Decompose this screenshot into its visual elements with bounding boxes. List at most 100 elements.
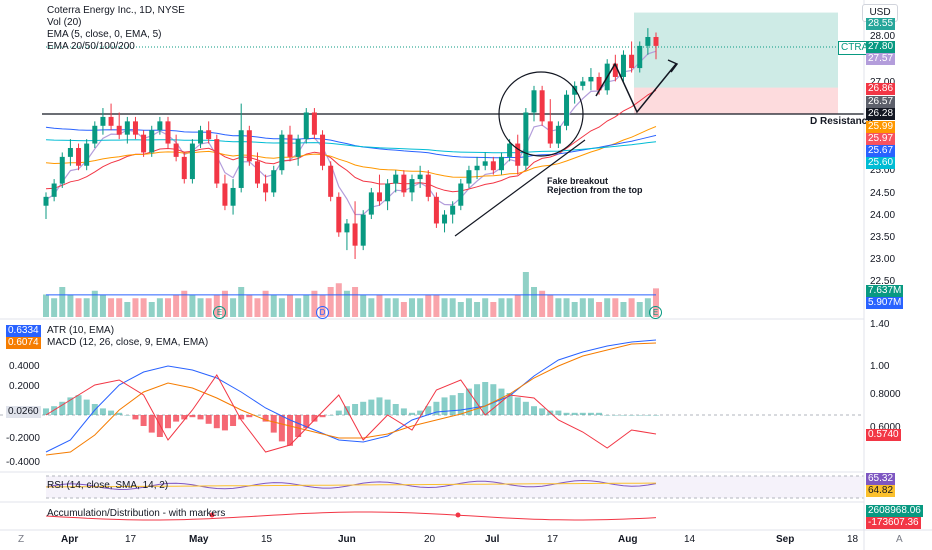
volume-bar — [425, 294, 432, 317]
macd-histogram-bar — [360, 401, 367, 415]
volume-bar — [571, 302, 578, 317]
candle-body — [206, 130, 212, 140]
volume-bar — [644, 298, 651, 317]
ema5-legend[interactable]: EMA (5, close, 0, EMA, 5) — [47, 29, 162, 40]
ad-marker — [455, 512, 461, 518]
volume-bar — [482, 298, 489, 317]
macd-histogram-bar — [596, 412, 603, 415]
candle-body — [474, 165, 480, 171]
candle-body — [246, 130, 252, 162]
candle-body — [43, 196, 49, 206]
ad-neg-tag: -173607.36 — [866, 517, 921, 529]
symbol-legend[interactable]: Coterra Energy Inc., 1D, NYSE — [47, 5, 185, 16]
price-axis-label: 23.00 — [870, 254, 896, 265]
rsi-band — [46, 476, 864, 498]
candle-body — [165, 121, 171, 144]
macd-histogram-bar — [311, 415, 318, 422]
macd-histogram-bar — [148, 415, 155, 433]
candle-body — [100, 116, 106, 126]
candle-body — [230, 187, 236, 206]
macd-histogram-bar — [230, 415, 237, 426]
volume-bar — [352, 287, 359, 317]
auto-scale-button[interactable]: A — [896, 534, 903, 545]
volume-bar — [303, 294, 310, 317]
macd-histogram-bar — [490, 384, 497, 415]
resistance-note[interactable]: D Resistance — [810, 116, 873, 127]
time-axis-label: 15 — [261, 534, 273, 545]
macd-histogram-bar — [653, 415, 659, 416]
rejection-note[interactable]: Rejection from the top — [547, 185, 643, 195]
macd-histogram-bar — [465, 388, 472, 415]
macd-histogram-bar — [644, 415, 651, 416]
long-position-box[interactable] — [46, 12, 838, 114]
volume-bar — [433, 294, 440, 317]
volume-bar — [116, 298, 123, 317]
macd-histogram-bar — [165, 415, 171, 429]
rsi-tag: 65.32 — [866, 473, 896, 485]
volume-bar — [278, 298, 285, 317]
rsi-legend[interactable]: RSI (14, close, SMA, 14, 2) — [47, 480, 169, 491]
macd-histogram-bar — [579, 412, 586, 415]
macd-histogram-bar — [604, 415, 611, 416]
candle-body — [108, 116, 114, 126]
macd-histogram-bar — [539, 408, 546, 415]
volume-bar — [173, 294, 180, 317]
volume-bar — [539, 290, 546, 317]
dividend-marker[interactable]: D — [316, 306, 329, 319]
price-axis-label: 25.00 — [870, 165, 896, 176]
projection-arrow — [667, 59, 679, 73]
candle-body — [51, 183, 57, 197]
candle-body — [515, 143, 521, 166]
macd-histogram-bar — [99, 408, 106, 415]
candle-body — [303, 112, 309, 140]
candle-body — [157, 121, 163, 131]
candle-body — [59, 156, 65, 184]
vol-legend[interactable]: Vol (20) — [47, 17, 82, 28]
atr-axis-label: 1.40 — [870, 319, 890, 330]
volume-bar — [132, 298, 139, 317]
macd-histogram-bar — [221, 415, 228, 431]
macd-histogram-bar — [376, 397, 383, 415]
earnings-marker[interactable]: E — [213, 306, 226, 319]
price-axis-label: 27.00 — [870, 77, 895, 89]
ema50-line — [45, 126, 657, 178]
macd-histogram-bar — [392, 404, 399, 415]
candle-body — [409, 179, 415, 193]
candle-body — [612, 63, 618, 77]
candle-body — [645, 37, 651, 46]
volume-bar — [335, 283, 342, 317]
volume-bar — [238, 287, 245, 317]
macd-histogram-bar — [205, 415, 212, 424]
ad-legend[interactable]: Accumulation/Distribution - with markers — [47, 508, 226, 519]
ema-multi-legend[interactable]: EMA 20/50/100/200 — [47, 41, 135, 52]
volume-bar — [555, 298, 562, 317]
candlesticks[interactable] — [43, 28, 659, 259]
macd-legend[interactable]: MACD (12, 26, close, 9, EMA, EMA) — [47, 337, 209, 348]
macd-histogram-bar — [620, 415, 627, 416]
drawings[interactable] — [454, 59, 679, 237]
candle-body — [653, 37, 659, 46]
volume-bar — [409, 298, 415, 317]
macd-histogram-bar — [409, 412, 415, 415]
candle-body — [450, 205, 456, 215]
macd-histogram-bar — [612, 415, 619, 416]
atr-legend[interactable]: ATR (10, EMA) — [47, 325, 115, 336]
fake-breakout-note[interactable]: Fake breakout — [547, 176, 609, 186]
volume-bar — [579, 298, 586, 317]
earnings-marker[interactable]: E — [649, 306, 662, 319]
candle-body — [360, 214, 366, 246]
volume-bar — [67, 294, 74, 317]
macd-histogram-bar — [67, 397, 74, 415]
timezone-button[interactable]: Z — [18, 534, 25, 545]
volume-bar — [628, 298, 635, 317]
price-axis-label: 22.50 — [870, 276, 896, 287]
volume-bar — [596, 302, 603, 317]
macd-histogram-bar — [116, 412, 123, 415]
candle-body — [352, 223, 358, 246]
candle-body — [344, 223, 350, 233]
candle-body — [425, 174, 431, 197]
ad-marker — [209, 512, 215, 518]
candle-body — [466, 170, 472, 184]
